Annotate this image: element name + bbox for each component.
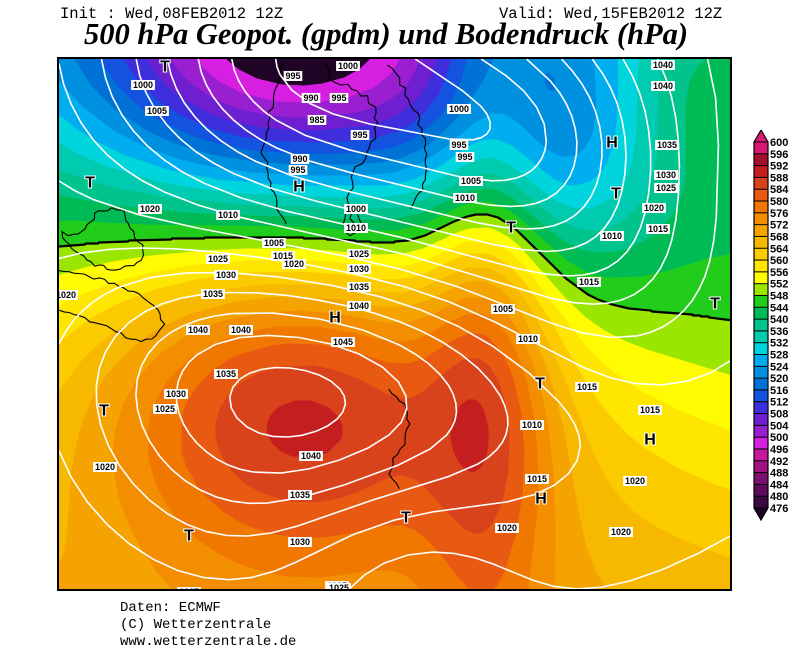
- svg-text:580: 580: [770, 196, 788, 208]
- svg-text:484: 484: [770, 479, 789, 491]
- svg-text:540: 540: [770, 314, 788, 326]
- svg-text:496: 496: [770, 444, 788, 456]
- svg-text:516: 516: [770, 385, 788, 397]
- svg-text:480: 480: [770, 491, 788, 503]
- svg-text:524: 524: [770, 361, 789, 373]
- svg-text:600: 600: [770, 137, 788, 149]
- svg-text:564: 564: [770, 243, 789, 255]
- svg-text:476: 476: [770, 503, 788, 515]
- svg-text:592: 592: [770, 161, 788, 173]
- svg-text:544: 544: [770, 302, 789, 314]
- svg-text:576: 576: [770, 208, 788, 220]
- svg-text:492: 492: [770, 456, 788, 468]
- svg-text:500: 500: [770, 432, 788, 444]
- svg-text:596: 596: [770, 149, 788, 161]
- svg-text:560: 560: [770, 255, 788, 267]
- svg-text:568: 568: [770, 231, 788, 243]
- svg-text:504: 504: [770, 420, 789, 432]
- svg-text:556: 556: [770, 267, 788, 279]
- svg-text:536: 536: [770, 326, 788, 338]
- svg-text:508: 508: [770, 409, 788, 421]
- svg-text:548: 548: [770, 290, 788, 302]
- svg-text:488: 488: [770, 468, 788, 480]
- svg-text:520: 520: [770, 373, 788, 385]
- svg-text:552: 552: [770, 279, 788, 291]
- svg-text:584: 584: [770, 184, 789, 196]
- svg-text:512: 512: [770, 397, 788, 409]
- svg-text:532: 532: [770, 338, 788, 350]
- svg-text:528: 528: [770, 350, 788, 362]
- svg-text:588: 588: [770, 172, 788, 184]
- svg-text:572: 572: [770, 220, 788, 232]
